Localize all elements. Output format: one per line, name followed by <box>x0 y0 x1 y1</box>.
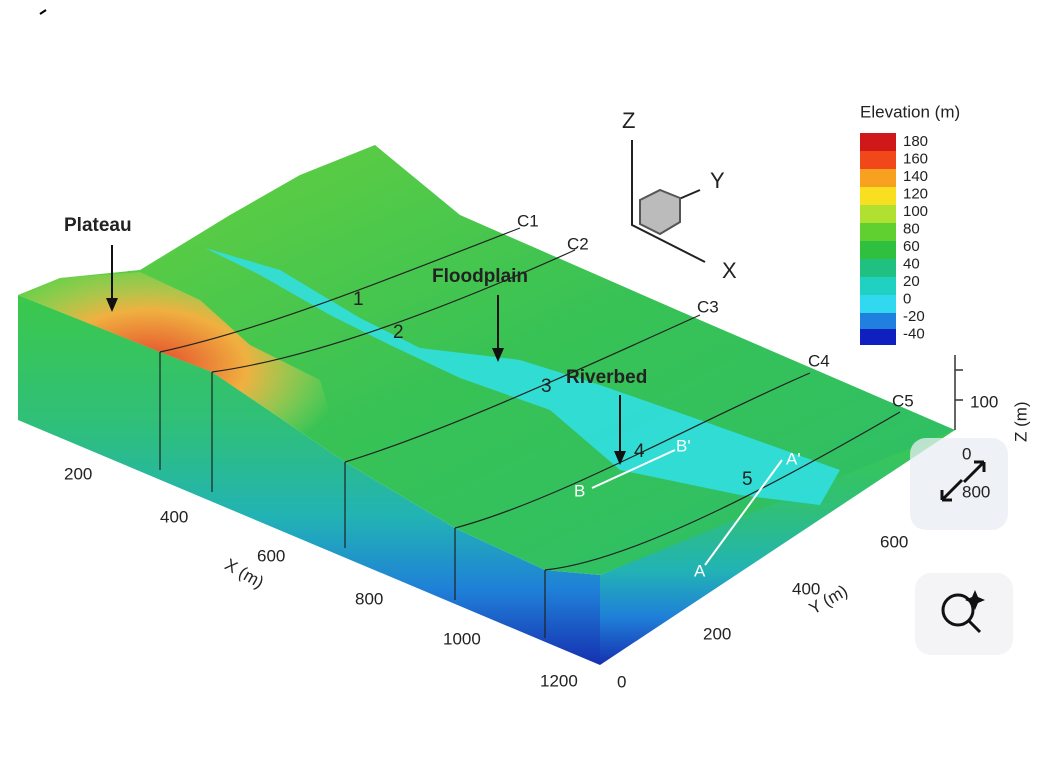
x-tick-label: 600 <box>257 546 285 565</box>
colorbar-label: 80 <box>903 220 920 237</box>
point-label: 4 <box>634 441 645 462</box>
colorbar-label: -40 <box>903 325 925 342</box>
point-label: 1 <box>353 289 364 310</box>
lens-button[interactable] <box>915 573 1013 655</box>
section-label: C3 <box>697 297 719 316</box>
colorbar <box>860 133 896 345</box>
profile-lines <box>591 449 783 566</box>
section-label: C5 <box>892 391 914 410</box>
profile-label: B' <box>676 436 691 455</box>
x-tick-label: 1000 <box>443 629 481 648</box>
section-lines <box>159 227 901 638</box>
point-label: 5 <box>742 469 753 490</box>
corner-mark <box>39 9 47 15</box>
section-label: C4 <box>808 351 830 370</box>
colorbar-label: 140 <box>903 168 928 185</box>
colorbar-label: 0 <box>903 290 911 307</box>
y-tick-label: 0 <box>617 672 626 691</box>
plateau-region <box>18 272 345 462</box>
point-label: 2 <box>393 322 404 343</box>
colorbar-label: 60 <box>903 238 920 255</box>
x-tick-label: 800 <box>355 589 383 608</box>
axis-triad <box>631 140 706 263</box>
colorbar-label: 160 <box>903 150 928 167</box>
x-tick-label: 200 <box>64 464 92 483</box>
z-tick-label: 0 <box>962 444 971 463</box>
arrow-heads <box>106 298 626 465</box>
profile-label: A <box>694 561 706 580</box>
colorbar-label: 180 <box>903 133 928 150</box>
z-axis-label: Z (m) <box>1011 401 1030 442</box>
colorbar-label: -20 <box>903 308 925 325</box>
annotation: Riverbed <box>566 367 647 388</box>
section-label: C1 <box>517 211 539 230</box>
z-axis <box>954 355 963 430</box>
z-tick-label: 100 <box>970 392 998 411</box>
y-tick-label: 400 <box>792 579 820 598</box>
expand-button[interactable] <box>910 438 1008 530</box>
x-tick-label: 400 <box>160 507 188 526</box>
colorbar-label: 120 <box>903 185 928 202</box>
triad-label: X <box>722 258 737 283</box>
right-face <box>600 428 955 665</box>
point-label: 3 <box>541 376 552 397</box>
triad-label: Y <box>710 168 725 193</box>
section-label: C2 <box>567 234 589 253</box>
y-tick-label: 600 <box>880 532 908 551</box>
colorbar-label: 40 <box>903 255 920 272</box>
annotation: Floodplain <box>432 266 528 287</box>
profile-label: B <box>574 481 585 500</box>
colorbar-title: Elevation (m) <box>860 102 960 121</box>
colorbar-label: 100 <box>903 203 928 220</box>
y-tick-label: 800 <box>962 482 990 501</box>
y-tick-label: 200 <box>703 624 731 643</box>
river <box>205 248 840 505</box>
annotation: Plateau <box>64 215 132 236</box>
annotation-arrows <box>111 245 621 458</box>
colorbar-label: 20 <box>903 273 920 290</box>
profile-label: A' <box>786 449 801 468</box>
x-tick-label: 1200 <box>540 671 578 690</box>
triad-label: Z <box>622 108 635 133</box>
